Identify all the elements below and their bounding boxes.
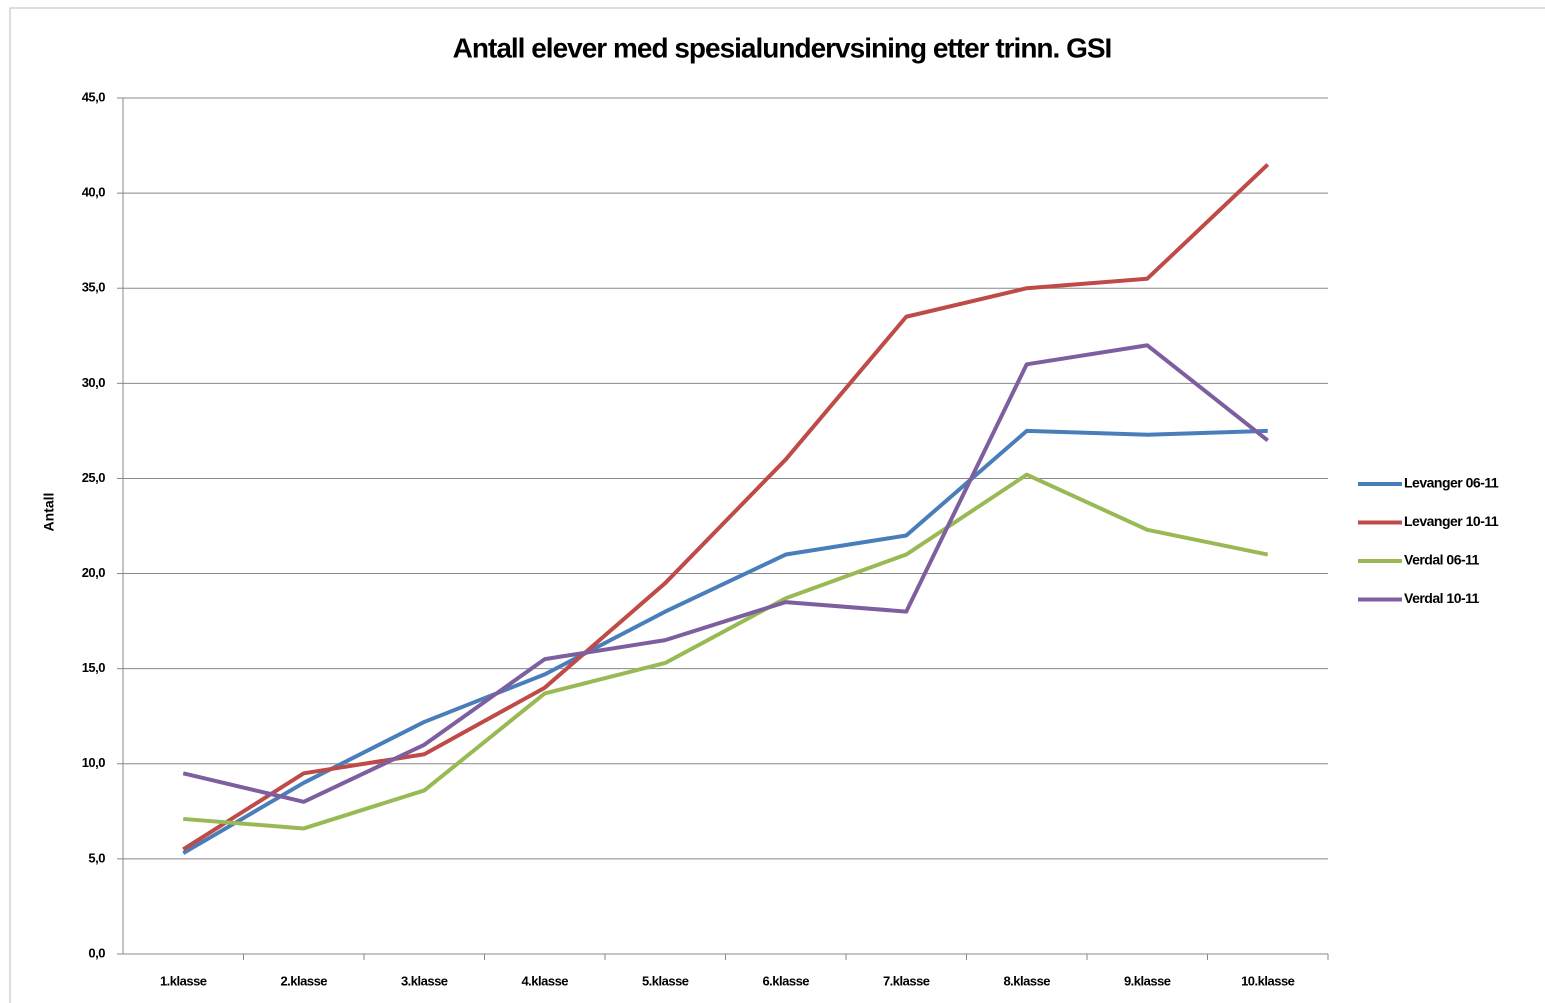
y-tick-label: 25,0 — [82, 470, 106, 485]
legend-label: Verdal 06-11 — [1404, 552, 1480, 568]
y-tick-label: 20,0 — [82, 565, 106, 580]
y-tick-label: 30,0 — [82, 375, 106, 390]
y-tick-label: 35,0 — [82, 280, 106, 295]
x-tick-label: 10.klasse — [1241, 973, 1295, 988]
x-tick-label: 5.klasse — [642, 973, 689, 988]
x-tick-label: 2.klasse — [280, 973, 327, 988]
series-line — [182, 343, 1269, 804]
x-tick-label: 4.klasse — [521, 973, 568, 988]
y-tick-label: 40,0 — [82, 185, 106, 200]
y-tick-label: 10,0 — [82, 755, 106, 770]
x-tick-label: 6.klasse — [762, 973, 809, 988]
chart-border — [9, 7, 1545, 1003]
x-tick-label: 9.klasse — [1124, 973, 1171, 988]
series-line — [183, 472, 1269, 831]
y-tick-label: 45,0 — [82, 89, 106, 104]
x-tick-label: 1.klasse — [160, 973, 207, 988]
y-tick-label: 0,0 — [88, 945, 105, 960]
x-tick-label: 3.klasse — [401, 973, 448, 988]
series-line — [182, 428, 1268, 855]
y-tick-label: 5,0 — [88, 850, 105, 865]
legend-label: Verdal 10-11 — [1404, 590, 1480, 606]
x-tick-label: 8.klasse — [1003, 973, 1050, 988]
legend-label: Levanger 10-11 — [1404, 513, 1499, 529]
chart-title: Antall elever med spesialundervsining et… — [453, 32, 1112, 63]
series-line — [182, 163, 1270, 852]
y-tick-label: 15,0 — [82, 660, 106, 675]
x-tick-label: 7.klasse — [883, 973, 930, 988]
legend-label: Levanger 06-11 — [1404, 475, 1499, 491]
y-axis-label: Antall — [41, 493, 57, 532]
